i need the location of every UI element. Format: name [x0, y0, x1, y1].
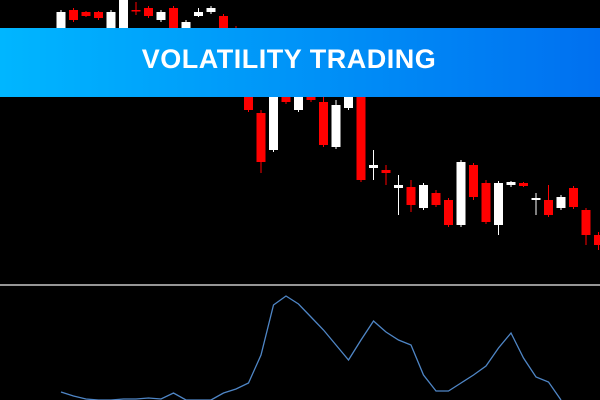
candle-body [494, 183, 503, 225]
candle-body [256, 113, 266, 162]
candle-body [119, 0, 128, 30]
candle-body [594, 235, 600, 245]
candle-body [556, 197, 566, 208]
candle-body [156, 12, 166, 20]
candle-body [206, 8, 216, 12]
banner-title: VOLATILITY TRADING [142, 44, 437, 74]
indicator-pane [60, 295, 562, 400]
candle-body [381, 170, 391, 173]
candle-body [356, 85, 366, 180]
candle-body [369, 165, 378, 168]
candle-body [406, 187, 416, 205]
candle-body [294, 90, 303, 110]
candle-body [194, 12, 203, 16]
indicator-line [60, 295, 562, 400]
candle-body [431, 193, 441, 205]
candle-body [319, 102, 328, 145]
candle-body [94, 12, 103, 18]
candle-body [131, 10, 141, 12]
banner [0, 28, 600, 97]
candle-body [569, 188, 578, 207]
candle-body [56, 12, 66, 28]
candle-body [481, 183, 491, 222]
candle-body [181, 22, 191, 28]
candle-body [269, 95, 278, 150]
candle-body [331, 105, 341, 147]
candle-body [456, 162, 466, 225]
candle-body [306, 97, 316, 100]
candle-body [144, 8, 153, 16]
candle-body [106, 12, 116, 28]
candle-body [506, 182, 516, 185]
candle-body [544, 200, 553, 215]
candle-body [469, 165, 478, 197]
candle-body [344, 90, 353, 108]
candle-body [581, 210, 591, 235]
candle-body [81, 12, 91, 16]
candle-body [444, 200, 453, 225]
candle-body [244, 85, 253, 110]
candle-body [531, 198, 541, 200]
candle-body [69, 10, 78, 20]
candle-body [519, 183, 528, 186]
candle-body [169, 8, 178, 30]
candle-body [394, 185, 403, 188]
candle-body [219, 16, 228, 28]
candle-body [419, 185, 428, 208]
